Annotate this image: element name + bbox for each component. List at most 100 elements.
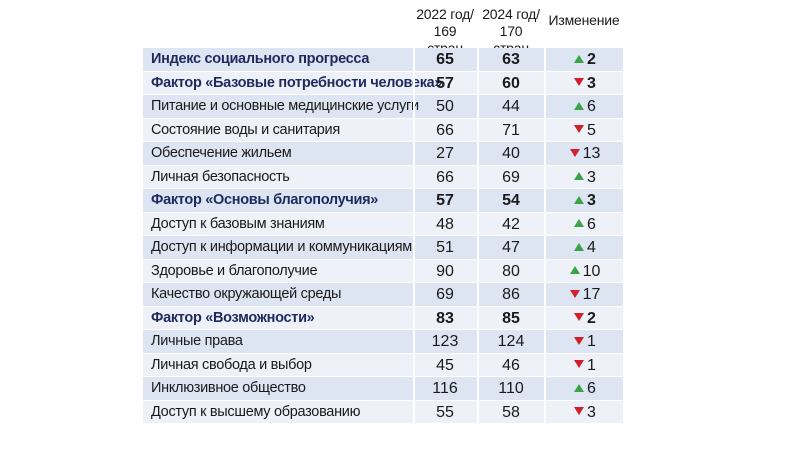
table-row: Здоровье и благополучие 90 80 10 [143, 259, 623, 283]
change-value: 17 [582, 286, 601, 303]
column-separator [477, 400, 479, 423]
change-value: 13 [582, 145, 601, 162]
column-separator [544, 236, 546, 259]
triangle-down-icon [574, 78, 585, 87]
value-2022: 66 [436, 168, 454, 186]
value-2024: 86 [502, 286, 520, 303]
column-separator [544, 95, 546, 118]
indicator-name: Инклюзивное общество [151, 380, 306, 396]
change-cell: 6 [547, 213, 623, 236]
indicator-name: Личная свобода и выбор [151, 356, 312, 373]
table-row: Фактор «Основы благополучия» 57 54 3 [143, 189, 623, 213]
triangle-up-icon [574, 383, 585, 392]
change-cell: 3 [547, 72, 623, 95]
triangle-up-icon [574, 101, 585, 110]
value-2024: 80 [502, 262, 520, 280]
column-separator [413, 71, 415, 94]
change-cell: 17 [547, 283, 623, 306]
value-2022: 51 [436, 239, 454, 256]
table-row: Фактор «Возможности» 83 85 2 [143, 306, 623, 330]
column-separator [544, 306, 546, 329]
value-2022: 83 [436, 309, 454, 327]
triangle-down-icon [574, 336, 585, 345]
change-value: 6 [587, 380, 596, 397]
column-separator [477, 353, 479, 376]
column-separator [477, 189, 479, 212]
column-separator [544, 48, 546, 71]
change-value: 4 [587, 239, 596, 256]
column-separator [544, 165, 546, 188]
change-cell: 4 [547, 236, 623, 259]
table-row: Индекс социального прогресса 65 63 2 [143, 48, 623, 72]
social-progress-table: 2022 год/ 169 стран 2024 год/ 170 стран … [143, 0, 623, 424]
value-2024: 40 [502, 145, 520, 162]
column-separator [477, 95, 479, 118]
change-cell: 6 [547, 95, 623, 118]
column-separator [413, 212, 415, 235]
column-separator [413, 377, 415, 400]
column-separator [544, 212, 546, 235]
column-separator [544, 400, 546, 423]
value-2022: 123 [431, 333, 459, 350]
change-value: 5 [587, 121, 596, 139]
column-separator [477, 212, 479, 235]
change-value: 1 [587, 333, 596, 350]
triangle-down-icon [569, 289, 580, 298]
value-2024: 71 [502, 121, 520, 139]
change-cell: 6 [547, 377, 623, 400]
table-row: Доступ к высшему образованию 55 58 3 [143, 400, 623, 424]
change-cell: 5 [547, 119, 623, 142]
value-2024: 85 [502, 309, 520, 327]
column-separator [477, 71, 479, 94]
indicator-name: Состояние воды и санитария [151, 121, 340, 138]
indicator-name: Индекс социального прогресса [151, 51, 370, 67]
indicator-name: Качество окружающей среды [151, 286, 342, 302]
change-cell: 13 [547, 142, 623, 165]
value-2024: 69 [502, 168, 520, 186]
change-cell: 10 [547, 260, 623, 283]
indicator-name: Фактор «Возможности» [151, 309, 315, 326]
value-2024: 47 [502, 239, 520, 256]
table-row: Фактор «Базовые потребности человека» 57 6… [143, 71, 623, 95]
column-separator [413, 259, 415, 282]
change-value: 2 [587, 309, 596, 327]
table-row: Личная безопасность 66 69 3 [143, 165, 623, 189]
value-2022: 55 [436, 403, 454, 421]
table-body: Индекс социального прогресса 65 63 2 Фактор … [143, 48, 623, 424]
value-2022: 65 [436, 51, 454, 68]
table-row: Доступ к информации и коммуникациям 51 47 4 [143, 236, 623, 260]
column-separator [413, 353, 415, 376]
table-row: Обеспечение жильем 27 40 13 [143, 142, 623, 166]
change-cell: 1 [547, 330, 623, 353]
column-separator [477, 306, 479, 329]
column-separator [413, 400, 415, 423]
table-row: Состояние воды и санитария 66 71 5 [143, 118, 623, 142]
value-2022: 57 [436, 74, 454, 92]
value-2024: 110 [498, 380, 524, 397]
change-value: 2 [587, 51, 596, 68]
table-row: Доступ к базовым знаниям 48 42 6 [143, 212, 623, 236]
indicator-name: Личная безопасность [151, 168, 290, 185]
triangle-down-icon [569, 148, 580, 157]
column-separator [477, 330, 479, 353]
triangle-down-icon [574, 125, 585, 134]
column-separator [413, 189, 415, 212]
value-2022: 27 [436, 145, 454, 162]
column-separator [413, 236, 415, 259]
change-value: 3 [587, 192, 596, 209]
change-value: 3 [587, 168, 596, 186]
value-2024: 42 [502, 215, 520, 233]
triangle-down-icon [574, 407, 585, 416]
column-separator [544, 377, 546, 400]
value-2022: 90 [436, 262, 454, 280]
value-2022: 116 [432, 380, 458, 397]
change-value: 6 [587, 215, 596, 233]
value-2024: 60 [502, 74, 520, 92]
value-2022: 69 [436, 286, 454, 303]
indicator-name: Доступ к базовым знаниям [151, 215, 325, 232]
change-cell: 3 [547, 166, 623, 189]
table-row: Питание и основные медицинские услуги 50 4… [143, 95, 623, 119]
value-2024: 54 [502, 192, 520, 209]
column-separator [413, 330, 415, 353]
value-2022: 50 [436, 98, 454, 115]
